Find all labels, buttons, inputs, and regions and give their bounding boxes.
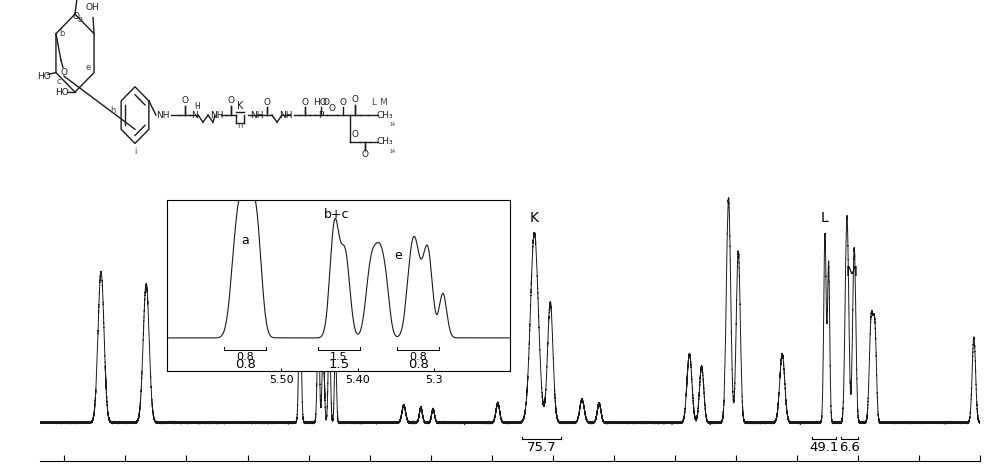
Text: HO: HO — [313, 98, 327, 107]
Text: N: N — [191, 110, 197, 120]
Text: O: O — [328, 103, 336, 112]
Text: O: O — [228, 96, 234, 105]
Text: O: O — [362, 150, 368, 158]
Text: HO: HO — [37, 72, 51, 81]
Text: K: K — [530, 211, 539, 225]
Text: O: O — [340, 98, 347, 107]
Text: e: e — [85, 63, 91, 72]
Text: 6.6: 6.6 — [839, 441, 860, 454]
Text: NH: NH — [210, 110, 224, 120]
Text: CH₃: CH₃ — [377, 137, 393, 146]
Text: 49.1: 49.1 — [809, 441, 838, 454]
Text: i: i — [135, 147, 137, 157]
Text: O: O — [73, 12, 80, 21]
Text: a: a — [77, 15, 83, 24]
Text: K: K — [237, 101, 243, 111]
Text: NH: NH — [279, 110, 293, 120]
Text: L: L — [372, 98, 376, 107]
Text: c: c — [57, 77, 61, 86]
Text: n: n — [237, 121, 243, 130]
Text: O: O — [182, 96, 188, 105]
Text: 75.7: 75.7 — [527, 441, 557, 454]
Text: b: b — [59, 29, 65, 38]
Text: M: M — [846, 265, 858, 279]
Text: CH₃: CH₃ — [377, 110, 393, 120]
Text: NH: NH — [250, 110, 264, 120]
Text: H: H — [194, 102, 200, 111]
Text: NH: NH — [156, 110, 170, 120]
Text: HO: HO — [55, 88, 69, 96]
Text: ₁₄: ₁₄ — [389, 146, 395, 155]
Text: OH: OH — [85, 3, 99, 12]
Text: O: O — [352, 130, 358, 139]
Text: L: L — [821, 211, 829, 225]
Text: O: O — [302, 98, 308, 107]
Text: O: O — [264, 98, 270, 107]
Text: O: O — [60, 68, 67, 77]
Text: M: M — [379, 98, 387, 107]
Text: P: P — [318, 110, 324, 120]
Text: h: h — [111, 106, 116, 116]
Text: ₁₄: ₁₄ — [389, 119, 395, 129]
Text: O: O — [352, 95, 358, 103]
Text: O: O — [322, 98, 330, 107]
